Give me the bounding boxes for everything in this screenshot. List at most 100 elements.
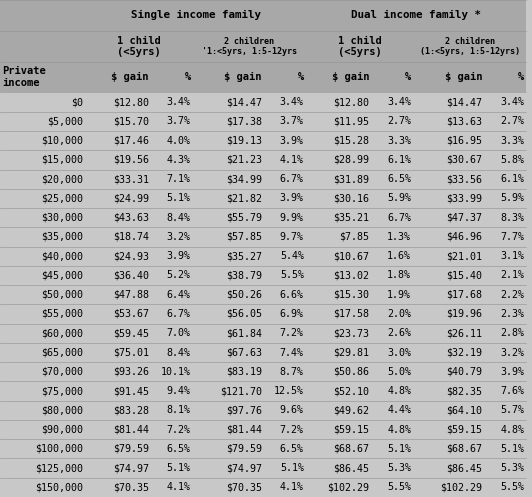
Bar <box>306 285 371 304</box>
Bar <box>264 304 306 324</box>
Bar <box>306 131 371 150</box>
Text: 4.8%: 4.8% <box>387 424 411 434</box>
Bar <box>484 131 526 150</box>
Text: 5.0%: 5.0% <box>387 367 411 377</box>
Text: 5.5%: 5.5% <box>387 483 411 493</box>
Text: $46.96: $46.96 <box>446 232 482 242</box>
Text: $150,000: $150,000 <box>36 483 84 493</box>
Bar <box>484 247 526 266</box>
Text: $ gain: $ gain <box>331 72 369 82</box>
Bar <box>484 324 526 343</box>
Bar <box>0 458 86 478</box>
Bar <box>0 362 86 381</box>
Bar <box>371 304 413 324</box>
Bar <box>0 420 86 439</box>
Bar <box>371 285 413 304</box>
Bar <box>413 362 484 381</box>
Bar <box>306 439 371 458</box>
Bar <box>86 478 151 497</box>
Text: 8.1%: 8.1% <box>167 406 191 415</box>
Bar <box>0 227 86 247</box>
Bar <box>484 478 526 497</box>
Bar <box>86 420 151 439</box>
Bar <box>151 362 193 381</box>
Bar <box>86 381 151 401</box>
Text: $50,000: $50,000 <box>41 290 84 300</box>
Text: $24.93: $24.93 <box>113 251 148 261</box>
Text: $100,000: $100,000 <box>36 444 84 454</box>
Bar <box>484 189 526 208</box>
Text: Private
income: Private income <box>2 67 46 87</box>
Text: 7.1%: 7.1% <box>167 174 191 184</box>
Bar <box>86 247 151 266</box>
Bar <box>484 304 526 324</box>
Bar <box>413 439 484 458</box>
Bar <box>193 458 264 478</box>
Text: Dual income family *: Dual income family * <box>351 10 481 20</box>
Text: 6.5%: 6.5% <box>280 444 304 454</box>
Bar <box>151 169 193 189</box>
Bar <box>484 439 526 458</box>
Bar <box>86 304 151 324</box>
Bar <box>413 112 484 131</box>
Text: $59.45: $59.45 <box>113 328 148 338</box>
Bar <box>86 439 151 458</box>
Bar <box>193 247 264 266</box>
Bar <box>264 343 306 362</box>
Text: $33.99: $33.99 <box>446 193 482 203</box>
Text: $43.63: $43.63 <box>113 213 148 223</box>
Text: $17.58: $17.58 <box>333 309 369 319</box>
Text: Single income family: Single income family <box>131 10 261 20</box>
Bar <box>371 150 413 169</box>
Text: 6.5%: 6.5% <box>387 174 411 184</box>
Bar <box>193 169 264 189</box>
Text: $86.45: $86.45 <box>333 463 369 473</box>
Bar <box>371 0 413 31</box>
Text: 4.8%: 4.8% <box>500 424 524 434</box>
Text: $70.35: $70.35 <box>113 483 148 493</box>
Text: $10.67: $10.67 <box>333 251 369 261</box>
Bar <box>484 208 526 227</box>
Bar <box>306 420 371 439</box>
Text: $15.28: $15.28 <box>333 136 369 146</box>
Text: 2.7%: 2.7% <box>387 116 411 126</box>
Text: 2.3%: 2.3% <box>500 309 524 319</box>
Bar <box>371 31 413 62</box>
Bar <box>413 189 484 208</box>
Bar <box>413 478 484 497</box>
Text: 2.7%: 2.7% <box>500 116 524 126</box>
Text: 5.1%: 5.1% <box>280 463 304 473</box>
Bar <box>371 362 413 381</box>
Bar <box>413 458 484 478</box>
Text: $17.68: $17.68 <box>446 290 482 300</box>
Bar <box>264 150 306 169</box>
Bar <box>264 458 306 478</box>
Text: $ gain: $ gain <box>225 72 262 82</box>
Text: 5.1%: 5.1% <box>500 444 524 454</box>
Bar <box>371 458 413 478</box>
Bar <box>151 189 193 208</box>
Text: $14.47: $14.47 <box>446 97 482 107</box>
Text: $30.67: $30.67 <box>446 155 482 165</box>
Bar <box>264 285 306 304</box>
Bar <box>86 150 151 169</box>
Text: $ gain: $ gain <box>111 72 148 82</box>
Bar <box>484 381 526 401</box>
Bar <box>193 92 264 112</box>
Text: $68.67: $68.67 <box>446 444 482 454</box>
Bar <box>193 208 264 227</box>
Bar <box>306 169 371 189</box>
Text: $64.10: $64.10 <box>446 406 482 415</box>
Text: 7.6%: 7.6% <box>500 386 524 396</box>
Bar <box>0 285 86 304</box>
Text: $ gain: $ gain <box>445 72 482 82</box>
Bar <box>306 343 371 362</box>
Bar <box>0 169 86 189</box>
Text: $12.80: $12.80 <box>333 97 369 107</box>
Bar <box>151 458 193 478</box>
Bar <box>371 92 413 112</box>
Bar <box>413 208 484 227</box>
Bar <box>193 227 264 247</box>
Bar <box>264 31 306 62</box>
Text: 2 children
(1:<5yrs, 1:5-12yrs): 2 children (1:<5yrs, 1:5-12yrs) <box>420 37 520 56</box>
